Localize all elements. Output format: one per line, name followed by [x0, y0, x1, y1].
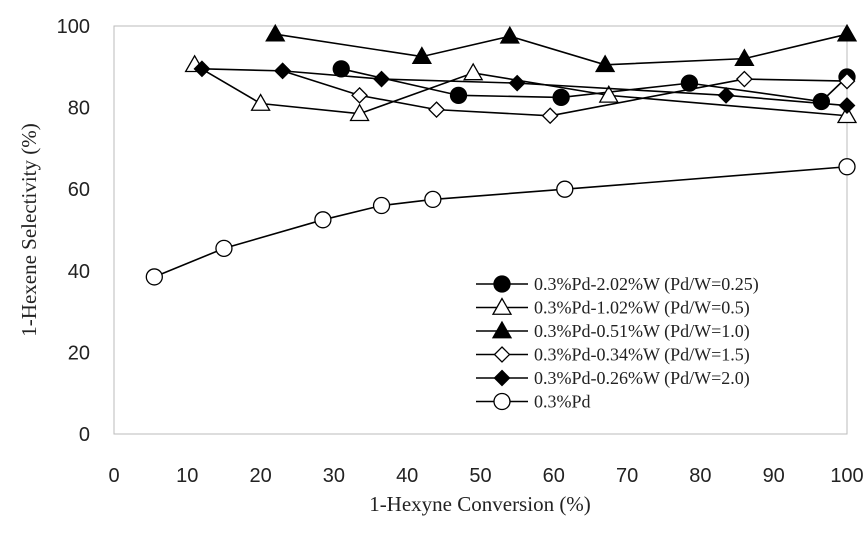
series-group — [145, 158, 856, 286]
x-tick-label: 50 — [469, 465, 491, 487]
data-point — [838, 97, 856, 114]
data-point — [265, 23, 286, 42]
data-point — [838, 158, 856, 176]
x-tick-label: 80 — [689, 465, 711, 487]
x-tick-label: 40 — [396, 465, 418, 487]
series-line — [201, 68, 848, 107]
data-point — [314, 211, 332, 229]
data-point — [351, 86, 368, 104]
data-point — [594, 54, 616, 73]
x-tick-label: 0 — [108, 465, 119, 487]
series-line — [194, 64, 848, 117]
legend-marker — [493, 392, 511, 411]
series-group — [193, 60, 856, 114]
y-tick-label: 100 — [57, 16, 90, 38]
legend-label: 0.3%Pd — [534, 392, 591, 412]
data-point — [373, 70, 390, 88]
series-line — [275, 33, 848, 66]
data-point — [552, 88, 570, 107]
legend-marker — [491, 297, 513, 315]
data-point — [332, 60, 350, 78]
legend-item: 0.3%Pd-1.02%W (Pd/W=0.5) — [476, 297, 750, 319]
data-point — [541, 107, 559, 125]
data-point — [838, 72, 856, 90]
data-point — [193, 60, 211, 78]
data-point — [508, 74, 526, 92]
data-point — [680, 74, 699, 92]
y-tick-label: 0 — [79, 424, 90, 446]
legend-item: 0.3%Pd-0.34%W (Pd/W=1.5) — [476, 345, 750, 366]
legend-label: 0.3%Pd-0.51%W (Pd/W=1.0) — [534, 321, 750, 342]
series-group — [332, 60, 856, 111]
y-tick-label: 20 — [68, 342, 90, 364]
data-point — [145, 268, 163, 286]
legend-marker — [493, 369, 511, 387]
series-line — [341, 68, 848, 103]
data-point — [717, 86, 735, 104]
y-axis-ticks: 0 20 40 60 80 100 — [57, 16, 90, 446]
legend-item: 0.3%Pd-2.02%W (Pd/W=0.25) — [476, 274, 759, 295]
x-axis-ticks: 0 10 20 30 40 50 60 70 80 90 100 — [108, 465, 863, 487]
data-point — [215, 239, 233, 258]
data-point — [836, 23, 858, 42]
legend-marker — [491, 320, 513, 339]
x-tick-label: 60 — [543, 465, 565, 487]
y-tick-label: 40 — [68, 261, 90, 283]
x-tick-label: 20 — [249, 465, 271, 487]
x-axis-title: 1-Hexyne Conversion (%) — [369, 492, 591, 516]
data-point — [598, 85, 619, 103]
legend-marker — [493, 346, 511, 363]
data-point — [836, 105, 858, 124]
data-point — [812, 92, 830, 111]
data-point — [428, 101, 445, 119]
data-point — [499, 25, 520, 44]
x-tick-label: 70 — [616, 465, 638, 487]
legend: 0.3%Pd-2.02%W (Pd/W=0.25) 0.3%Pd-1.02%W (… — [476, 274, 759, 412]
data-point — [735, 70, 753, 88]
data-point — [734, 48, 755, 67]
series-line — [154, 165, 848, 278]
data-point — [449, 86, 468, 105]
data-point — [274, 62, 292, 80]
x-tick-label: 10 — [176, 465, 198, 487]
legend-label: 0.3%Pd-0.26%W (Pd/W=2.0) — [534, 368, 750, 389]
legend-label: 0.3%Pd-1.02%W (Pd/W=0.5) — [534, 298, 750, 319]
legend-marker — [493, 275, 511, 293]
data-point — [424, 190, 442, 209]
series-line — [282, 70, 848, 117]
y-tick-label: 60 — [68, 179, 90, 201]
legend-label: 0.3%Pd-2.02%W (Pd/W=0.25) — [534, 274, 759, 295]
data-point — [463, 62, 484, 81]
series-layer — [145, 23, 858, 286]
x-tick-label: 100 — [830, 465, 863, 487]
series-group — [265, 23, 858, 73]
x-tick-label: 30 — [323, 465, 345, 487]
data-point — [349, 103, 370, 122]
legend-item: 0.3%Pd-0.51%W (Pd/W=1.0) — [476, 320, 750, 342]
series-group — [184, 54, 858, 124]
y-axis-title: 1-Hexene Selectivity (%) — [17, 123, 41, 336]
x-tick-label: 90 — [763, 465, 785, 487]
legend-item: 0.3%Pd-0.26%W (Pd/W=2.0) — [476, 368, 750, 389]
plot-area-frame — [113, 25, 848, 435]
legend-item: 0.3%Pd — [476, 392, 591, 412]
data-point — [411, 46, 432, 64]
legend-label: 0.3%Pd-0.34%W (Pd/W=1.5) — [534, 345, 750, 366]
y-tick-label: 80 — [68, 98, 90, 120]
data-point — [250, 93, 271, 111]
data-point — [556, 180, 574, 198]
data-point — [372, 196, 391, 215]
